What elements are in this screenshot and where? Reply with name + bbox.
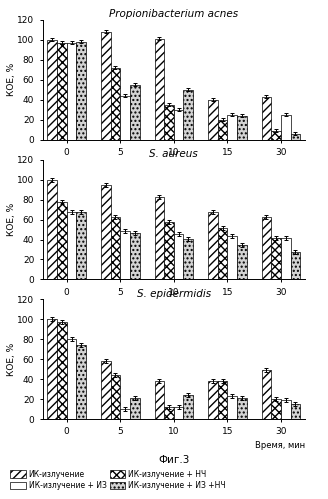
Bar <box>67 339 76 419</box>
Bar <box>57 202 67 279</box>
Bar <box>291 404 300 419</box>
Bar <box>111 217 120 279</box>
Bar <box>174 234 183 279</box>
Title: S. epidermidis: S. epidermidis <box>137 288 211 298</box>
Bar <box>183 239 193 279</box>
Bar <box>76 212 86 279</box>
Text: Время, мин: Время, мин <box>255 161 305 170</box>
Text: Фиг.1: Фиг.1 <box>158 176 190 186</box>
Bar <box>271 399 281 419</box>
Bar <box>57 322 67 419</box>
Title: Propionibacterium acnes: Propionibacterium acnes <box>109 9 238 19</box>
Bar <box>291 134 300 140</box>
Bar <box>237 398 247 419</box>
Bar <box>174 407 183 419</box>
Bar <box>183 90 193 140</box>
Bar <box>76 42 86 140</box>
Bar <box>262 370 271 419</box>
Text: Фиг.2: Фиг.2 <box>158 315 190 325</box>
Bar <box>174 110 183 140</box>
Bar <box>111 68 120 140</box>
Bar <box>101 185 111 279</box>
Bar <box>120 231 130 279</box>
Text: Фиг.3: Фиг.3 <box>158 455 190 465</box>
Bar <box>48 40 57 140</box>
Bar <box>154 197 164 279</box>
Bar <box>281 115 291 140</box>
Bar <box>111 375 120 419</box>
Bar <box>154 381 164 419</box>
Bar <box>218 120 227 140</box>
Bar <box>237 116 247 140</box>
Bar <box>57 43 67 140</box>
Bar <box>130 233 140 279</box>
Bar <box>130 398 140 419</box>
Bar <box>271 238 281 279</box>
Bar <box>208 100 218 140</box>
Bar <box>262 217 271 279</box>
Bar <box>237 245 247 279</box>
Bar <box>218 228 227 279</box>
Bar <box>208 212 218 279</box>
Bar <box>227 115 237 140</box>
Bar <box>281 238 291 279</box>
Bar <box>262 97 271 140</box>
Bar <box>227 396 237 419</box>
Title: S. aureus: S. aureus <box>150 149 198 159</box>
Bar <box>48 319 57 419</box>
Text: Время, мин: Время, мин <box>255 301 305 310</box>
Bar <box>154 39 164 140</box>
Text: Время, мин: Время, мин <box>255 441 305 450</box>
Bar <box>67 212 76 279</box>
Bar <box>120 409 130 419</box>
Legend: ИК-излучение, ИК-излучение + ИЗ, ИК-излучение + НЧ, ИК-излучение + ИЗ +НЧ: ИК-излучение, ИК-излучение + ИЗ, ИК-излу… <box>10 470 226 490</box>
Bar <box>183 395 193 419</box>
Bar <box>271 131 281 140</box>
Bar <box>120 96 130 140</box>
Bar <box>164 105 174 140</box>
Bar <box>48 180 57 279</box>
Y-axis label: КОЕ, %: КОЕ, % <box>7 203 16 236</box>
Bar <box>208 381 218 419</box>
Bar <box>76 345 86 419</box>
Bar <box>164 407 174 419</box>
Bar <box>101 32 111 140</box>
Bar <box>67 43 76 140</box>
Bar <box>130 85 140 140</box>
Bar <box>218 381 227 419</box>
Bar <box>164 222 174 279</box>
Y-axis label: КОЕ, %: КОЕ, % <box>7 63 16 96</box>
Bar <box>101 361 111 419</box>
Y-axis label: КОЕ, %: КОЕ, % <box>7 343 16 376</box>
Bar <box>227 236 237 279</box>
Bar <box>291 252 300 279</box>
Bar <box>281 400 291 419</box>
